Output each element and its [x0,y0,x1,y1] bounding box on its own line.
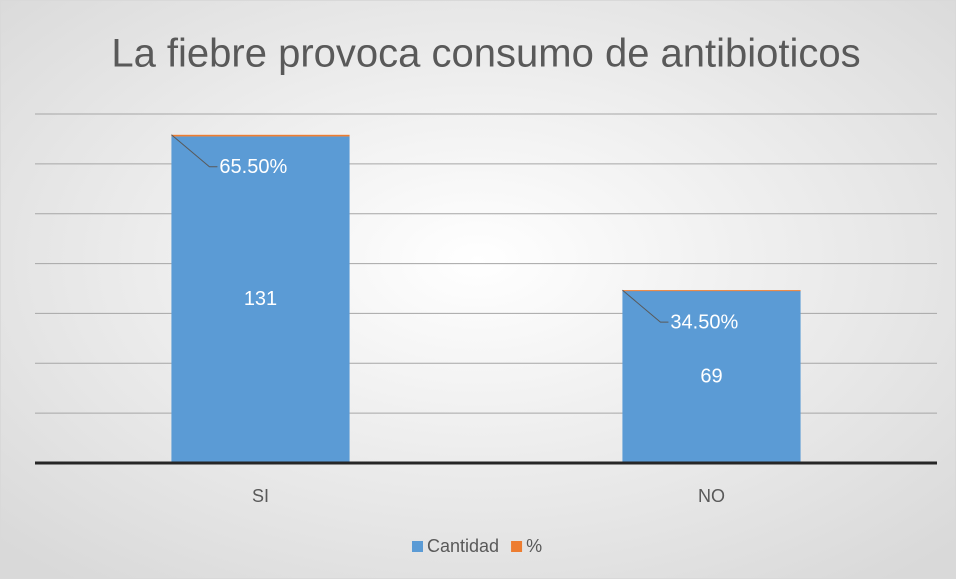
data-label: 65.50% [219,156,287,178]
leader-line [622,289,669,323]
data-label: 131 [244,288,277,310]
legend-swatch [412,541,423,552]
bar-segment [171,136,350,463]
chart-title: La fiebre provoca consumo de antibiotico… [111,32,860,76]
x-tick-label: NO [698,486,725,506]
legend-label: Cantidad [427,536,499,556]
bar-segment [622,290,801,463]
legend-label: % [526,536,542,556]
bar-segment [622,290,801,292]
bar-segment [171,134,350,137]
data-label: 69 [700,365,722,387]
x-tick-label: SI [252,486,269,506]
data-label: 34.50% [670,311,738,333]
legend-swatch [511,541,523,552]
leader-line [171,134,218,168]
